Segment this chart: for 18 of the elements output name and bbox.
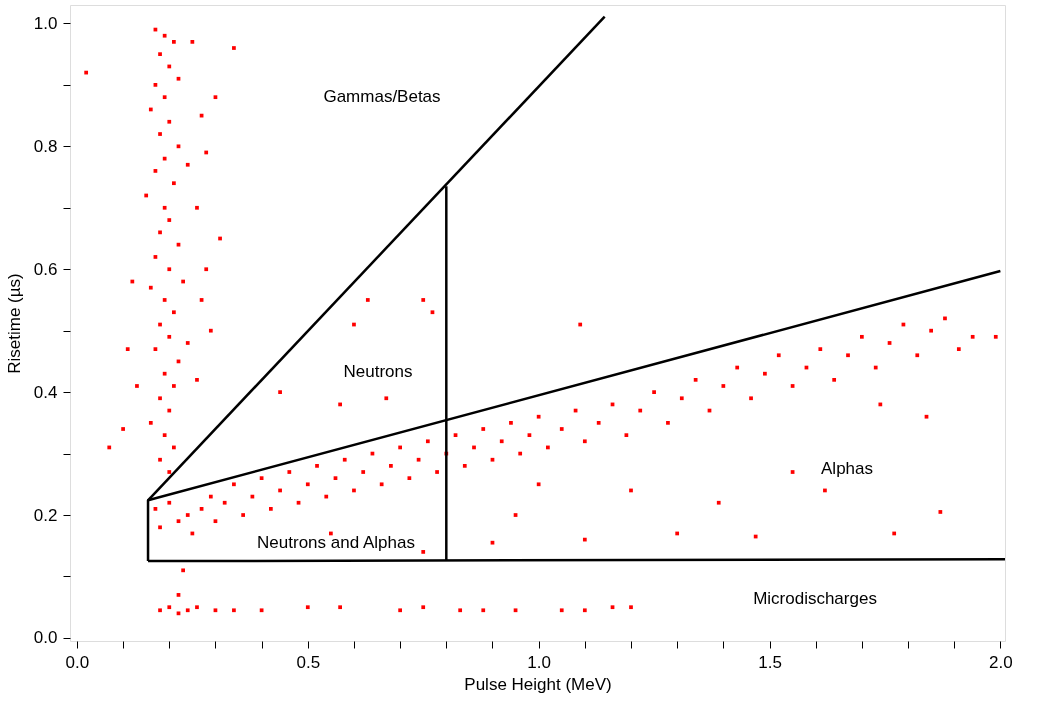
annotation: Alphas bbox=[821, 459, 873, 478]
y-tick-label: 0.0 bbox=[33, 628, 58, 648]
y-tick-label: 0.2 bbox=[33, 505, 58, 525]
y-tick-label: 1.0 bbox=[33, 13, 58, 33]
x-tick-label: 1.0 bbox=[527, 652, 551, 672]
annotation: Neutrons and Alphas bbox=[257, 533, 415, 552]
x-tick-label: 1.5 bbox=[758, 652, 782, 672]
annotation: Neutrons bbox=[343, 362, 413, 381]
y-tick-label: 0.4 bbox=[33, 382, 58, 402]
y-tick-label: 0.8 bbox=[33, 136, 58, 156]
x-tick-label: 0.5 bbox=[296, 652, 321, 672]
y-tick-label: 0.6 bbox=[33, 259, 58, 279]
x-tick-label: 2.0 bbox=[989, 652, 1013, 672]
x-tick-label: 0.0 bbox=[65, 652, 90, 672]
x-axis-title: Pulse Height (MeV) bbox=[464, 674, 612, 694]
annotation: Microdischarges bbox=[753, 589, 877, 608]
annotation: Gammas/Betas bbox=[323, 87, 441, 106]
y-axis-title: Risetime (µs) bbox=[4, 273, 24, 374]
